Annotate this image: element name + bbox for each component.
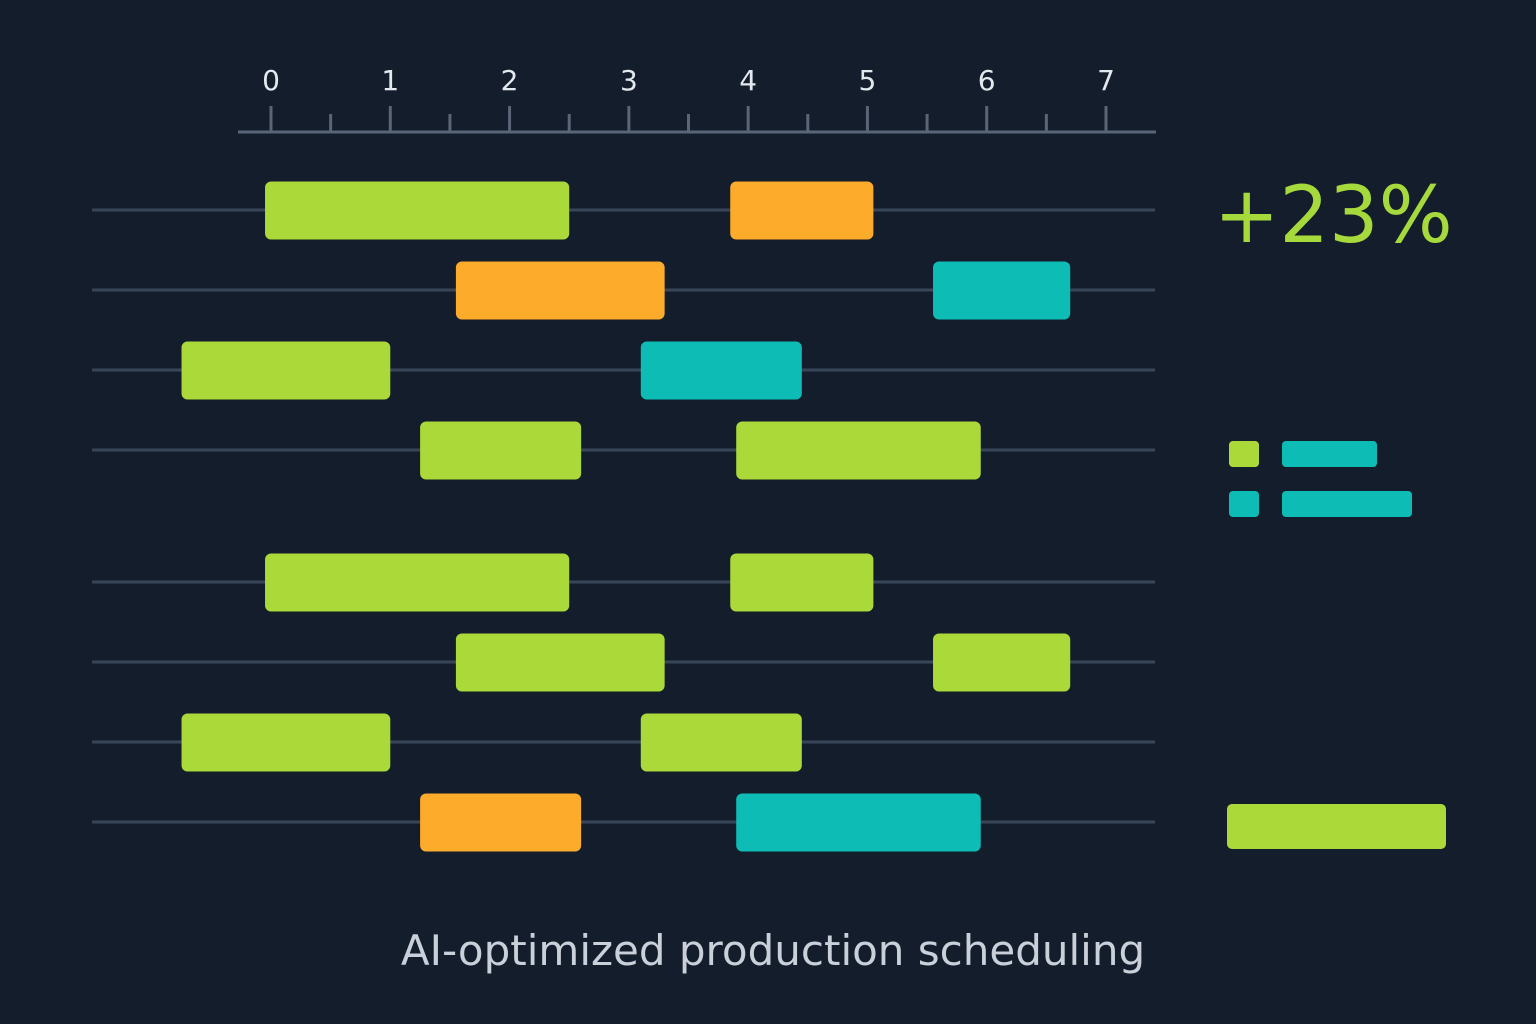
- tick-label: 7: [1097, 64, 1115, 97]
- chart-caption: AI-optimized production scheduling: [401, 926, 1145, 975]
- tick-label: 6: [978, 64, 996, 97]
- legend-label-bar: [1282, 491, 1412, 517]
- task-bar: [455, 261, 665, 320]
- summary-bar: [1227, 804, 1446, 849]
- task-bar: [933, 633, 1071, 692]
- task-bar: [420, 421, 582, 480]
- task-bar: [730, 553, 874, 612]
- tick-label: 2: [501, 64, 519, 97]
- tick-label: 5: [859, 64, 877, 97]
- task-bar: [736, 793, 981, 852]
- task-bar: [265, 553, 570, 612]
- task-bar: [933, 261, 1071, 320]
- time-axis: 0 1 2 3 4 5 6 7: [238, 64, 1156, 134]
- legend: [1229, 441, 1412, 517]
- task-bar: [640, 713, 802, 772]
- task-bar: [730, 181, 874, 240]
- task-bar: [736, 421, 981, 480]
- legend-label-bar: [1282, 441, 1377, 467]
- task-bar: [455, 633, 665, 692]
- tick-label: 3: [620, 64, 638, 97]
- legend-swatch: [1229, 491, 1259, 517]
- tick-label: 0: [262, 64, 280, 97]
- schedule-tasks: [181, 181, 1071, 852]
- tick-label: 4: [739, 64, 757, 97]
- task-bar: [265, 181, 570, 240]
- legend-swatch: [1229, 441, 1259, 467]
- task-bar: [420, 793, 582, 852]
- tick-label: 1: [381, 64, 399, 97]
- summary-bar-group: [1227, 804, 1446, 849]
- task-bar: [640, 341, 802, 400]
- task-bar: [181, 713, 391, 772]
- improvement-kpi: +23%: [1214, 171, 1453, 261]
- task-bar: [181, 341, 391, 400]
